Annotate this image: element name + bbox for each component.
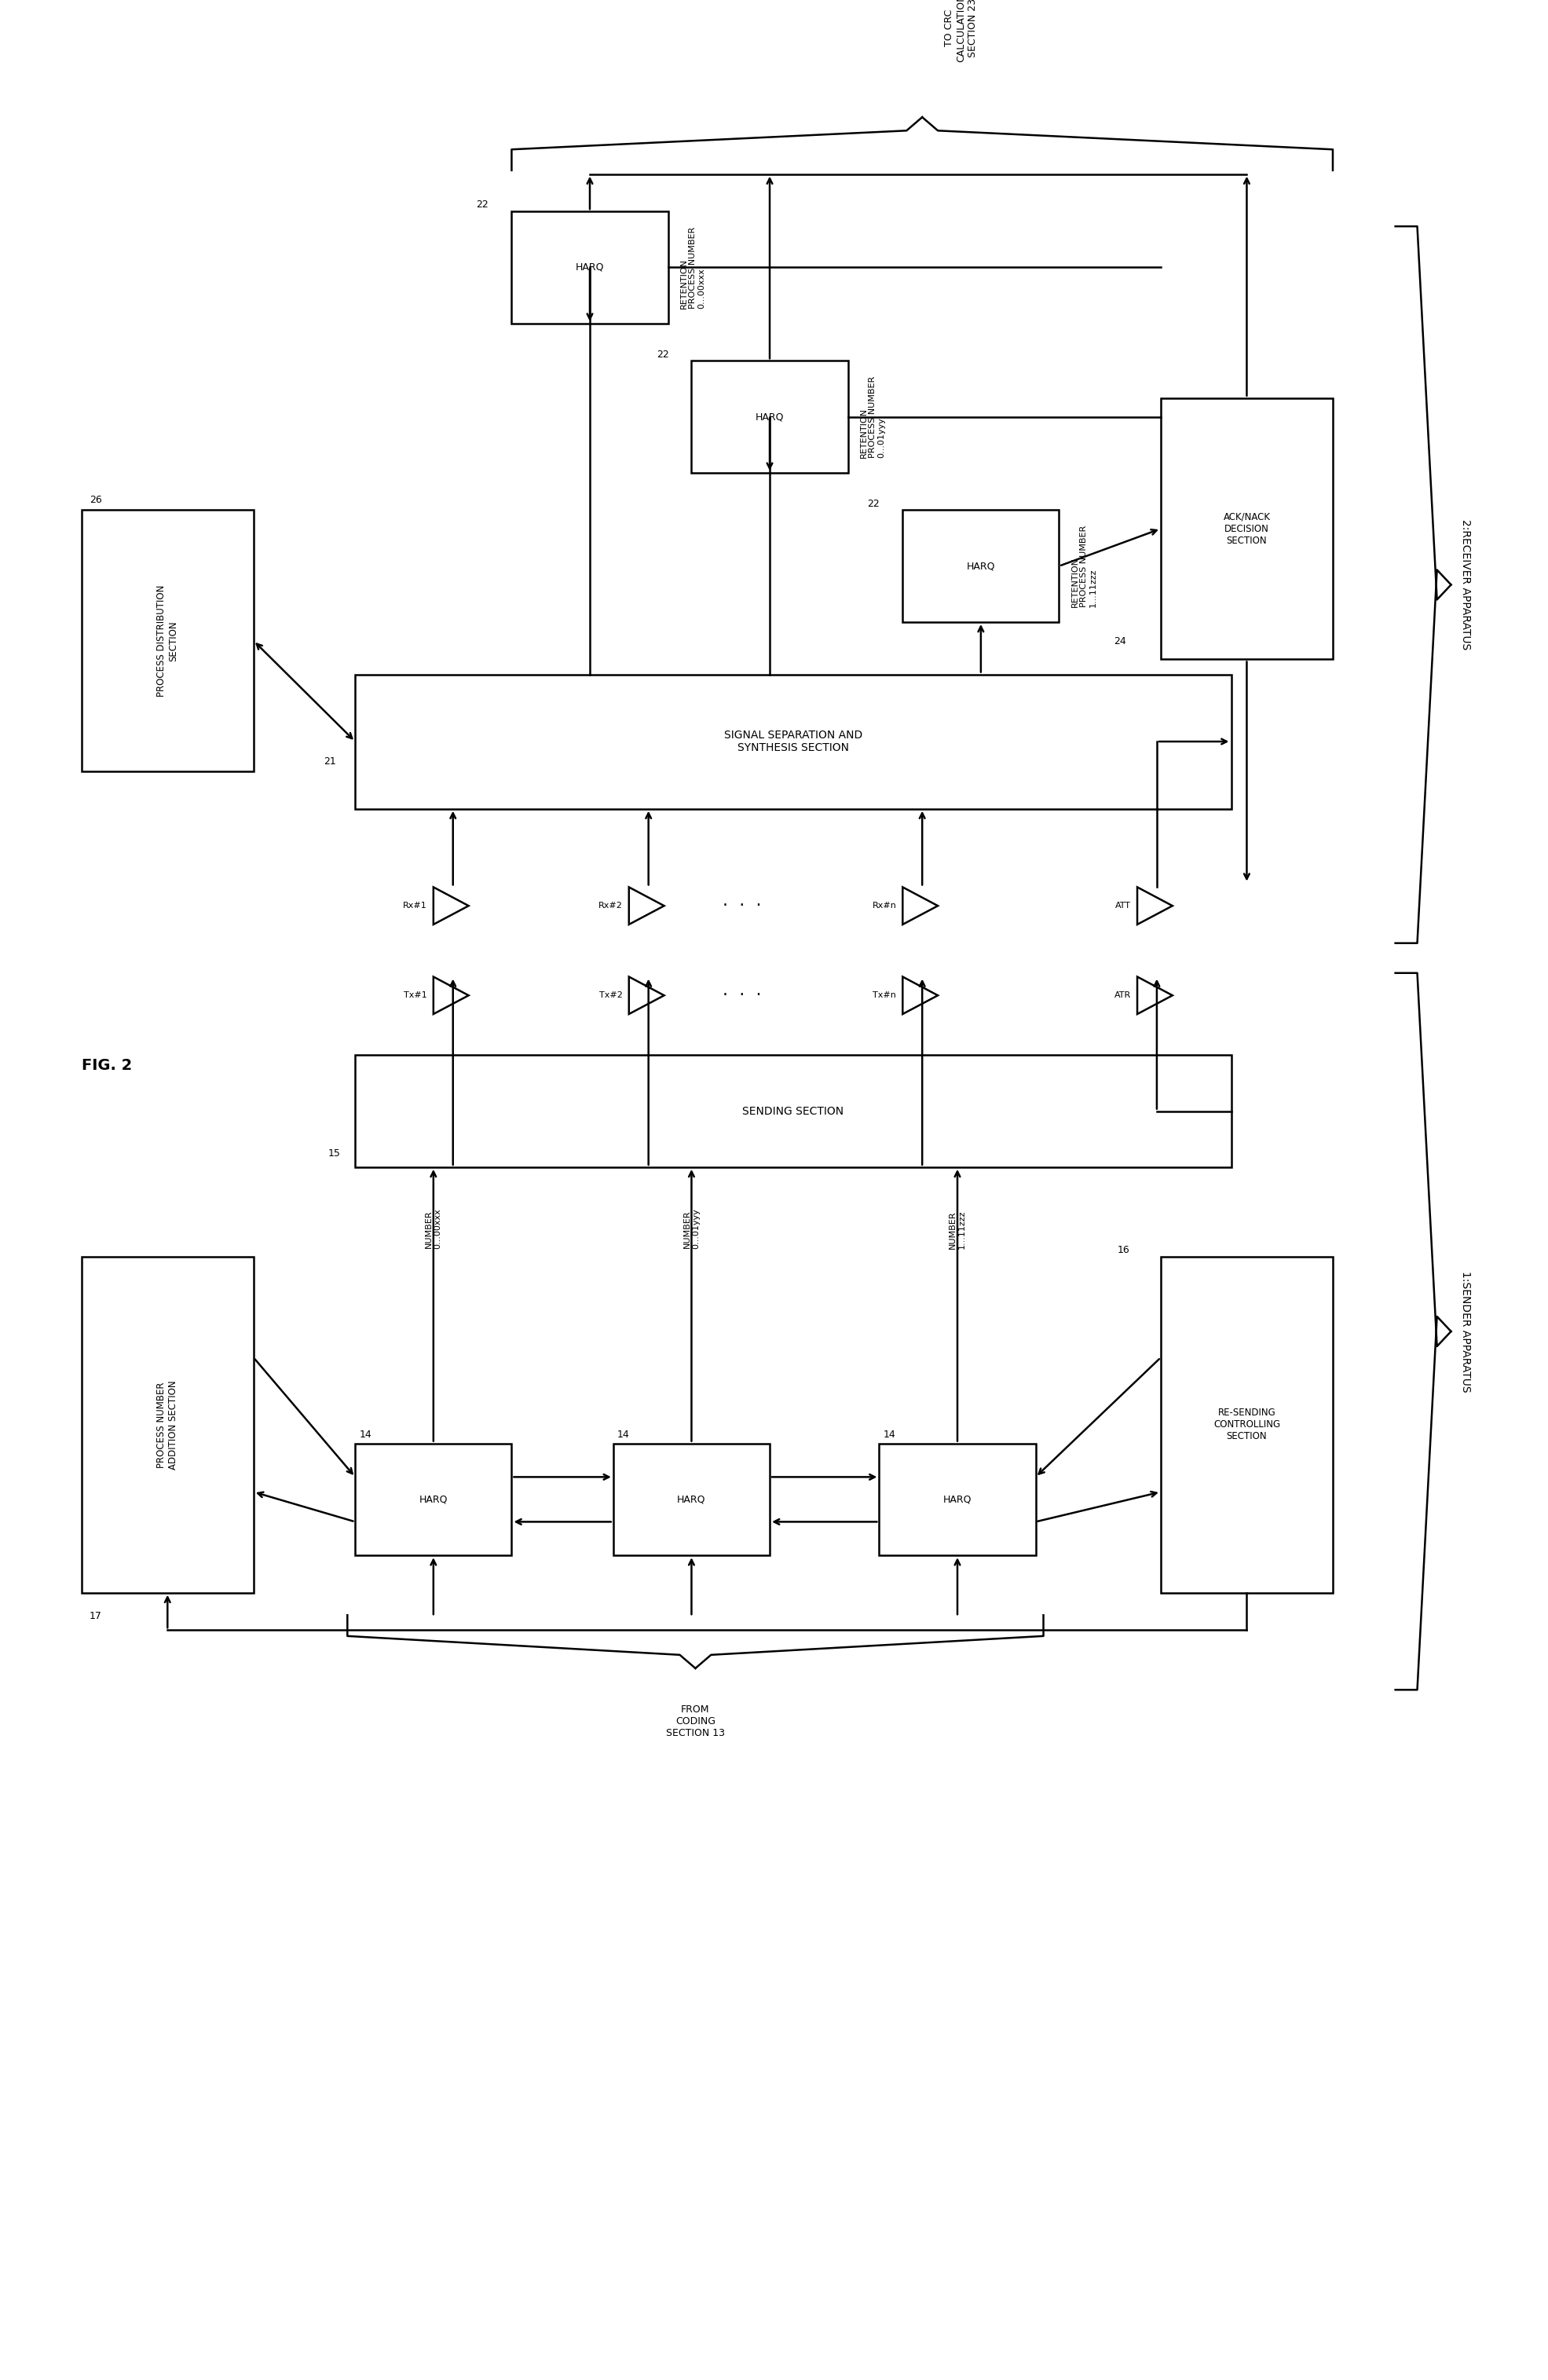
Text: ·  ·  ·: · · · (723, 897, 762, 914)
Text: ACK/NACK
DECISION
SECTION: ACK/NACK DECISION SECTION (1223, 512, 1271, 545)
Text: 26: 26 (90, 495, 102, 505)
Text: Tx#2: Tx#2 (599, 992, 622, 1000)
Text: ·  ·  ·: · · · (723, 988, 762, 1004)
Text: 22: 22 (477, 200, 489, 209)
Text: 1:SENDER APPARATUS: 1:SENDER APPARATUS (1460, 1271, 1471, 1392)
Text: 14: 14 (882, 1430, 895, 1440)
FancyBboxPatch shape (82, 509, 254, 771)
Text: FIG. 2: FIG. 2 (82, 1059, 132, 1073)
Text: 14: 14 (618, 1430, 630, 1440)
FancyBboxPatch shape (354, 1054, 1231, 1166)
Text: NUMBER
0...00xxx: NUMBER 0...00xxx (426, 1209, 441, 1250)
FancyBboxPatch shape (512, 212, 669, 324)
Text: RE-SENDING
CONTROLLING
SECTION: RE-SENDING CONTROLLING SECTION (1214, 1409, 1280, 1442)
FancyBboxPatch shape (692, 362, 848, 474)
Text: HARQ: HARQ (943, 1495, 972, 1504)
Text: 16: 16 (1118, 1245, 1130, 1254)
Text: RETENTION
PROCESS NUMBER
1...11zzz: RETENTION PROCESS NUMBER 1...11zzz (1071, 526, 1098, 607)
Text: HARQ: HARQ (966, 562, 995, 571)
Text: RETENTION
PROCESS NUMBER
0...01yyy: RETENTION PROCESS NUMBER 0...01yyy (859, 376, 885, 457)
Text: SIGNAL SEPARATION AND
SYNTHESIS SECTION: SIGNAL SEPARATION AND SYNTHESIS SECTION (724, 731, 862, 754)
Text: 24: 24 (1115, 635, 1127, 647)
Text: PROCESS DISTRIBUTION
SECTION: PROCESS DISTRIBUTION SECTION (156, 585, 178, 697)
Text: 22: 22 (656, 350, 669, 359)
FancyBboxPatch shape (902, 509, 1059, 621)
Text: 14: 14 (359, 1430, 372, 1440)
FancyBboxPatch shape (354, 1442, 512, 1557)
Text: NUMBER
0...01yyy: NUMBER 0...01yyy (683, 1209, 700, 1250)
FancyBboxPatch shape (879, 1442, 1036, 1557)
Text: 17: 17 (90, 1611, 102, 1621)
FancyBboxPatch shape (613, 1442, 769, 1557)
Text: TO CRC
CALCULATION
SECTION 23: TO CRC CALCULATION SECTION 23 (944, 0, 978, 62)
Text: Tx#n: Tx#n (873, 992, 896, 1000)
Text: NUMBER
1...11zzz: NUMBER 1...11zzz (949, 1211, 966, 1250)
FancyBboxPatch shape (354, 674, 1231, 809)
Text: 21: 21 (324, 757, 336, 766)
Text: HARQ: HARQ (576, 262, 604, 274)
Text: HARQ: HARQ (420, 1495, 447, 1504)
Text: HARQ: HARQ (676, 1495, 706, 1504)
Text: Rx#2: Rx#2 (599, 902, 622, 909)
FancyBboxPatch shape (1161, 397, 1333, 659)
Text: SENDING SECTION: SENDING SECTION (743, 1107, 844, 1116)
Text: RETENTION
PROCESS NUMBER
0...00xxx: RETENTION PROCESS NUMBER 0...00xxx (680, 226, 706, 309)
Text: Rx#n: Rx#n (872, 902, 896, 909)
FancyBboxPatch shape (1161, 1257, 1333, 1592)
Text: 15: 15 (328, 1147, 341, 1159)
Text: ATR: ATR (1115, 992, 1132, 1000)
Text: HARQ: HARQ (755, 412, 783, 421)
Text: FROM
CODING
SECTION 13: FROM CODING SECTION 13 (666, 1704, 724, 1737)
Text: ATT: ATT (1115, 902, 1132, 909)
FancyBboxPatch shape (82, 1257, 254, 1592)
Text: 22: 22 (867, 497, 879, 509)
Text: Rx#1: Rx#1 (402, 902, 427, 909)
Text: PROCESS NUMBER
ADDITION SECTION: PROCESS NUMBER ADDITION SECTION (156, 1380, 178, 1468)
Text: Tx#1: Tx#1 (404, 992, 427, 1000)
Text: 2:RECEIVER APPARATUS: 2:RECEIVER APPARATUS (1460, 519, 1471, 650)
